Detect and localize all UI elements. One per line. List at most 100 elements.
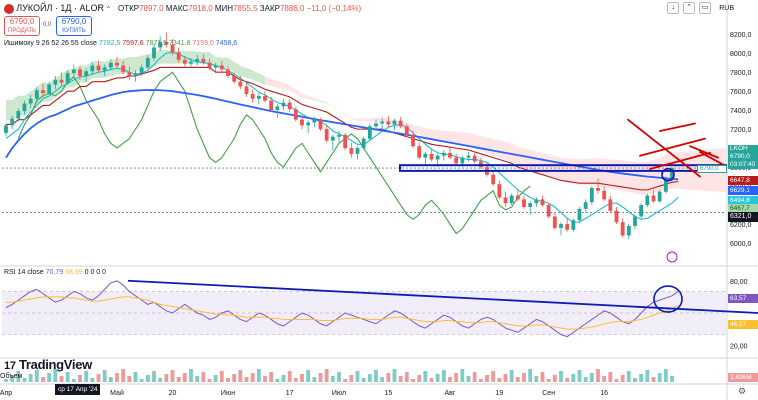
drawing-red-stroke[interactable]	[627, 118, 701, 178]
candle-body[interactable]	[158, 41, 163, 48]
candle-body[interactable]	[546, 205, 551, 217]
candle-body[interactable]	[275, 106, 280, 111]
candle-body[interactable]	[133, 73, 138, 76]
candle-body[interactable]	[626, 225, 631, 236]
candle-body[interactable]	[491, 174, 496, 185]
candle-body[interactable]	[65, 73, 70, 83]
candle-body[interactable]	[552, 216, 557, 228]
candle-body[interactable]	[256, 95, 261, 99]
candle-body[interactable]	[423, 153, 428, 158]
legend-toggle[interactable]: ⌃ ⌃	[96, 5, 112, 14]
candle-body[interactable]	[115, 62, 119, 66]
candle-body[interactable]	[34, 90, 39, 99]
candle-body[interactable]	[472, 155, 477, 162]
candle-body[interactable]	[503, 197, 508, 204]
candle-body[interactable]	[318, 119, 323, 130]
candle-body[interactable]	[614, 210, 619, 223]
download-icon[interactable]: ↓	[667, 2, 680, 14]
candle-body[interactable]	[411, 134, 415, 147]
candle-body[interactable]	[374, 123, 378, 127]
ichimoku-legend[interactable]: Ишимоку 9 26 52 26 55 close 7792,5 7597,…	[4, 40, 237, 47]
candle-body[interactable]	[454, 157, 459, 164]
candle-body[interactable]	[28, 98, 33, 104]
candle-body[interactable]	[577, 208, 582, 221]
candle-body[interactable]	[250, 94, 255, 99]
currency-label[interactable]: RUB	[719, 4, 734, 12]
candle-body[interactable]	[651, 195, 656, 202]
candle-body[interactable]	[78, 69, 82, 76]
expand-icon[interactable]: ▭	[699, 2, 712, 14]
candle-body[interactable]	[392, 120, 397, 125]
candle-body[interactable]	[404, 126, 409, 135]
candle-body[interactable]	[429, 153, 434, 160]
candle-body[interactable]	[639, 205, 644, 217]
candle-body[interactable]	[22, 103, 27, 112]
candle-body[interactable]	[213, 65, 218, 68]
candle-body[interactable]	[152, 47, 156, 58]
candle-body[interactable]	[657, 191, 662, 202]
buy-button[interactable]: 6790,0 КУПИТЬ	[56, 16, 92, 36]
candle-body[interactable]	[232, 75, 237, 82]
candle-body[interactable]	[528, 203, 533, 207]
candle-body[interactable]	[670, 168, 674, 179]
gear-icon[interactable]: ⚙	[738, 386, 747, 396]
candle-body[interactable]	[139, 67, 144, 74]
last-price-pill[interactable]: LKOH 6790,0 03:07:40	[728, 145, 758, 169]
sell-button[interactable]: 6790,0 ПРОДАТЬ	[4, 16, 40, 36]
rsi-legend[interactable]: RSI 14 close 70,79 68,99 0 0 0 0	[4, 269, 106, 276]
collapse-up-icon[interactable]: ⌃	[683, 2, 696, 14]
candle-body[interactable]	[602, 190, 607, 200]
candle-body[interactable]	[127, 72, 132, 76]
candle-body[interactable]	[84, 71, 89, 76]
candle-body[interactable]	[102, 67, 107, 71]
candle-body[interactable]	[571, 220, 576, 230]
candle-body[interactable]	[41, 90, 45, 94]
candle-body[interactable]	[355, 148, 360, 154]
candle-body[interactable]	[201, 58, 206, 63]
candle-body[interactable]	[182, 59, 187, 64]
candle-body[interactable]	[330, 136, 335, 141]
candle-body[interactable]	[559, 224, 563, 228]
candle-body[interactable]	[367, 126, 372, 139]
candle-body[interactable]	[324, 129, 329, 141]
candle-body[interactable]	[59, 79, 64, 83]
drawing-price-circle[interactable]	[661, 167, 675, 182]
candle-body[interactable]	[121, 65, 126, 73]
candle-body[interactable]	[349, 148, 354, 154]
candle-body[interactable]	[145, 57, 150, 68]
candle-body[interactable]	[189, 61, 193, 64]
candle-body[interactable]	[441, 152, 446, 156]
drawing-red-stroke[interactable]	[689, 145, 719, 159]
volume-legend[interactable]: Объем	[0, 373, 22, 380]
candle-body[interactable]	[170, 44, 175, 53]
drawing-red-stroke[interactable]	[699, 151, 725, 167]
candle-body[interactable]	[565, 224, 570, 230]
candle-body[interactable]	[522, 199, 526, 207]
candle-body[interactable]	[90, 65, 95, 72]
candle-body[interactable]	[417, 146, 422, 158]
candle-body[interactable]	[293, 109, 298, 120]
candle-body[interactable]	[281, 102, 286, 107]
candle-body[interactable]	[108, 62, 113, 68]
candle-body[interactable]	[263, 95, 267, 101]
candle-body[interactable]	[620, 222, 625, 236]
candle-body[interactable]	[71, 69, 76, 74]
candle-body[interactable]	[47, 84, 52, 94]
candle-body[interactable]	[435, 155, 440, 160]
candle-body[interactable]	[337, 134, 341, 137]
candle-body[interactable]	[4, 125, 8, 133]
candle-body[interactable]	[460, 157, 465, 164]
candle-body[interactable]	[312, 119, 317, 123]
drawing-rsi-trendline[interactable]	[127, 279, 758, 314]
candle-body[interactable]	[343, 134, 348, 149]
candle-body[interactable]	[497, 184, 502, 198]
candle-body[interactable]	[515, 195, 520, 200]
drawing-red-stroke[interactable]	[659, 122, 696, 132]
alert-icon[interactable]	[666, 251, 678, 263]
candle-body[interactable]	[219, 65, 224, 70]
symbol-title[interactable]: ЛУКОЙЛ · 1Д · ALOR	[16, 3, 104, 13]
drawing-red-stroke[interactable]	[639, 137, 706, 157]
candle-body[interactable]	[10, 118, 15, 126]
candle-body[interactable]	[540, 199, 545, 206]
candle-body[interactable]	[509, 195, 514, 204]
